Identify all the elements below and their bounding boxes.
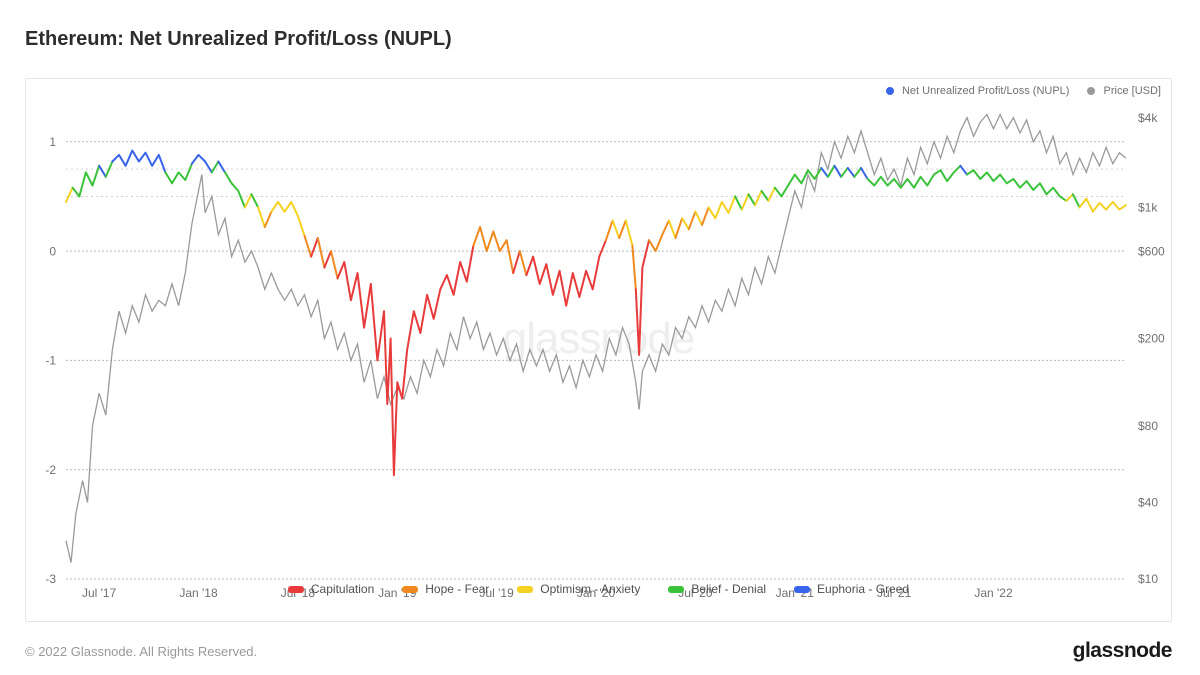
chart-title: Ethereum: Net Unrealized Profit/Loss (NU… [25, 28, 452, 51]
copyright-text: © 2022 Glassnode. All Rights Reserved. [25, 644, 257, 659]
legend-swatch [288, 586, 304, 593]
svg-text:$1k: $1k [1138, 201, 1158, 215]
legend-label-nupl: Net Unrealized Profit/Loss (NUPL) [902, 85, 1070, 97]
legend-label-price: Price [USD] [1104, 85, 1161, 97]
svg-text:$40: $40 [1138, 496, 1158, 510]
legend-label: Hope - Fear [425, 582, 489, 596]
legend-dot-nupl [886, 87, 894, 95]
chart-container: Net Unrealized Profit/Loss (NUPL) Price … [25, 78, 1172, 622]
svg-text:$200: $200 [1138, 332, 1165, 346]
svg-text:0: 0 [49, 244, 56, 258]
svg-text:1: 1 [49, 135, 56, 149]
brand-logo: glassnode [1073, 639, 1172, 663]
legend-bottom-item: Belief - Denial [668, 582, 766, 596]
legend-swatch [794, 586, 810, 593]
legend-label: Euphoria - Greed [817, 582, 909, 596]
legend-swatch [402, 586, 418, 593]
legend-label: Optimism - Anxiety [540, 582, 640, 596]
legend-swatch [668, 586, 684, 593]
svg-text:$80: $80 [1138, 419, 1158, 433]
plot-svg: -3-2-101$10$40$80$200$600$1k$4kJul '17Ja… [66, 109, 1126, 579]
legend-item-nupl: Net Unrealized Profit/Loss (NUPL) [886, 85, 1070, 97]
svg-text:-2: -2 [45, 463, 56, 477]
svg-text:$600: $600 [1138, 244, 1165, 258]
legend-bottom-item: Hope - Fear [402, 582, 489, 596]
legend-label: Belief - Denial [691, 582, 766, 596]
plot-region: -3-2-101$10$40$80$200$600$1k$4kJul '17Ja… [66, 109, 1126, 579]
legend-top: Net Unrealized Profit/Loss (NUPL) Price … [886, 85, 1161, 97]
legend-bottom-item: Optimism - Anxiety [517, 582, 640, 596]
legend-bottom: Capitulation Hope - Fear Optimism - Anxiet… [26, 582, 1171, 596]
legend-swatch [517, 586, 533, 593]
svg-text:$4k: $4k [1138, 111, 1158, 125]
legend-item-price: Price [USD] [1087, 85, 1161, 97]
svg-text:-1: -1 [45, 354, 56, 368]
legend-label: Capitulation [311, 582, 374, 596]
legend-bottom-item: Capitulation [288, 582, 374, 596]
legend-dot-price [1087, 87, 1095, 95]
legend-bottom-item: Euphoria - Greed [794, 582, 909, 596]
